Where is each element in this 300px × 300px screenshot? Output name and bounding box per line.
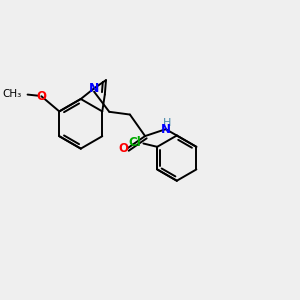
Text: H: H (163, 118, 171, 128)
Text: O: O (36, 90, 46, 103)
Text: CH₃: CH₃ (2, 89, 21, 99)
Text: N: N (89, 82, 99, 95)
Text: N: N (161, 123, 171, 136)
Text: O: O (119, 142, 129, 155)
Text: Cl: Cl (129, 136, 142, 149)
